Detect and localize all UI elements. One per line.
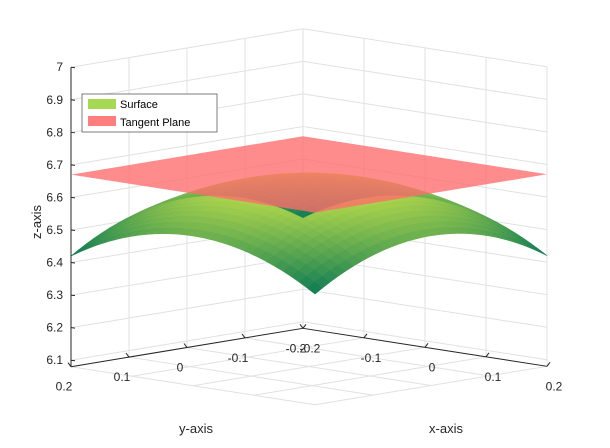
y-tick-label: 0 bbox=[177, 361, 184, 375]
z-tick bbox=[70, 196, 76, 199]
tangent-plane-layer bbox=[71, 136, 547, 213]
z-tick-label: 6.1 bbox=[46, 353, 63, 367]
legend-label-tangent-plane: Tangent Plane bbox=[120, 117, 190, 129]
y-axis-label: y-axis bbox=[179, 421, 213, 436]
z-tick bbox=[70, 66, 76, 69]
z-tick bbox=[70, 359, 76, 362]
x-tick bbox=[302, 324, 307, 329]
x-tick-label: -0.2 bbox=[300, 341, 321, 355]
legend-label-surface: Surface bbox=[120, 99, 158, 111]
z-tick-label: 6.4 bbox=[46, 256, 63, 270]
z-tick-label: 6.6 bbox=[46, 190, 63, 204]
x-tick-label: 0.1 bbox=[485, 370, 502, 384]
x-tick-label: -0.1 bbox=[361, 351, 382, 365]
z-tick bbox=[70, 99, 76, 101]
x-tick bbox=[485, 352, 490, 358]
y-tick-label: 0.2 bbox=[56, 380, 73, 394]
x-tick-label: 0 bbox=[429, 360, 436, 374]
z-gridline bbox=[70, 288, 548, 329]
legend: Surface Tangent Plane bbox=[81, 93, 218, 133]
surface-patch bbox=[530, 245, 548, 256]
legend-swatch-surface bbox=[88, 99, 116, 109]
x-tick bbox=[424, 343, 429, 348]
z-tick-label: 6.9 bbox=[46, 93, 63, 107]
z-tick bbox=[70, 294, 76, 297]
y-tick bbox=[67, 362, 72, 368]
z-gridline bbox=[70, 28, 548, 68]
z-tick bbox=[70, 327, 76, 329]
z-tick-label: 6.8 bbox=[46, 125, 63, 139]
surface-patch bbox=[70, 245, 88, 257]
y-tick-label: -0.2 bbox=[286, 341, 307, 355]
y-tick bbox=[183, 343, 188, 348]
z-tick-label: 6.3 bbox=[46, 288, 63, 302]
y-tick bbox=[299, 324, 304, 329]
x-tick-label: 0.2 bbox=[546, 379, 563, 393]
z-tick bbox=[70, 131, 76, 134]
z-tick bbox=[70, 262, 76, 264]
y-tick-label: -0.1 bbox=[228, 351, 249, 365]
z-tick-label: 6.5 bbox=[46, 223, 63, 237]
tangent-plane bbox=[71, 136, 547, 213]
y-tick-label: 0.1 bbox=[114, 370, 131, 384]
legend-swatch-tangent-plane bbox=[88, 116, 116, 126]
x-tick bbox=[363, 333, 368, 339]
z-tick-label: 6.2 bbox=[46, 321, 63, 335]
y-tick bbox=[241, 333, 246, 339]
axes-layer: 6.1 6.2 6.3 6.4 6.5 6.6 6.7 6.8 6.9 7 -0.2 -0.1 0 0.1… bbox=[46, 60, 562, 394]
z-tick-label: 7 bbox=[56, 60, 63, 74]
z-tick-label: 6.7 bbox=[46, 158, 63, 172]
z-tick bbox=[70, 164, 76, 166]
z-axis-label: z-axis bbox=[29, 205, 44, 239]
z-tick bbox=[70, 229, 76, 231]
y-tick bbox=[125, 352, 130, 358]
x-tick bbox=[546, 362, 551, 367]
x-axis-label: x-axis bbox=[429, 421, 463, 436]
